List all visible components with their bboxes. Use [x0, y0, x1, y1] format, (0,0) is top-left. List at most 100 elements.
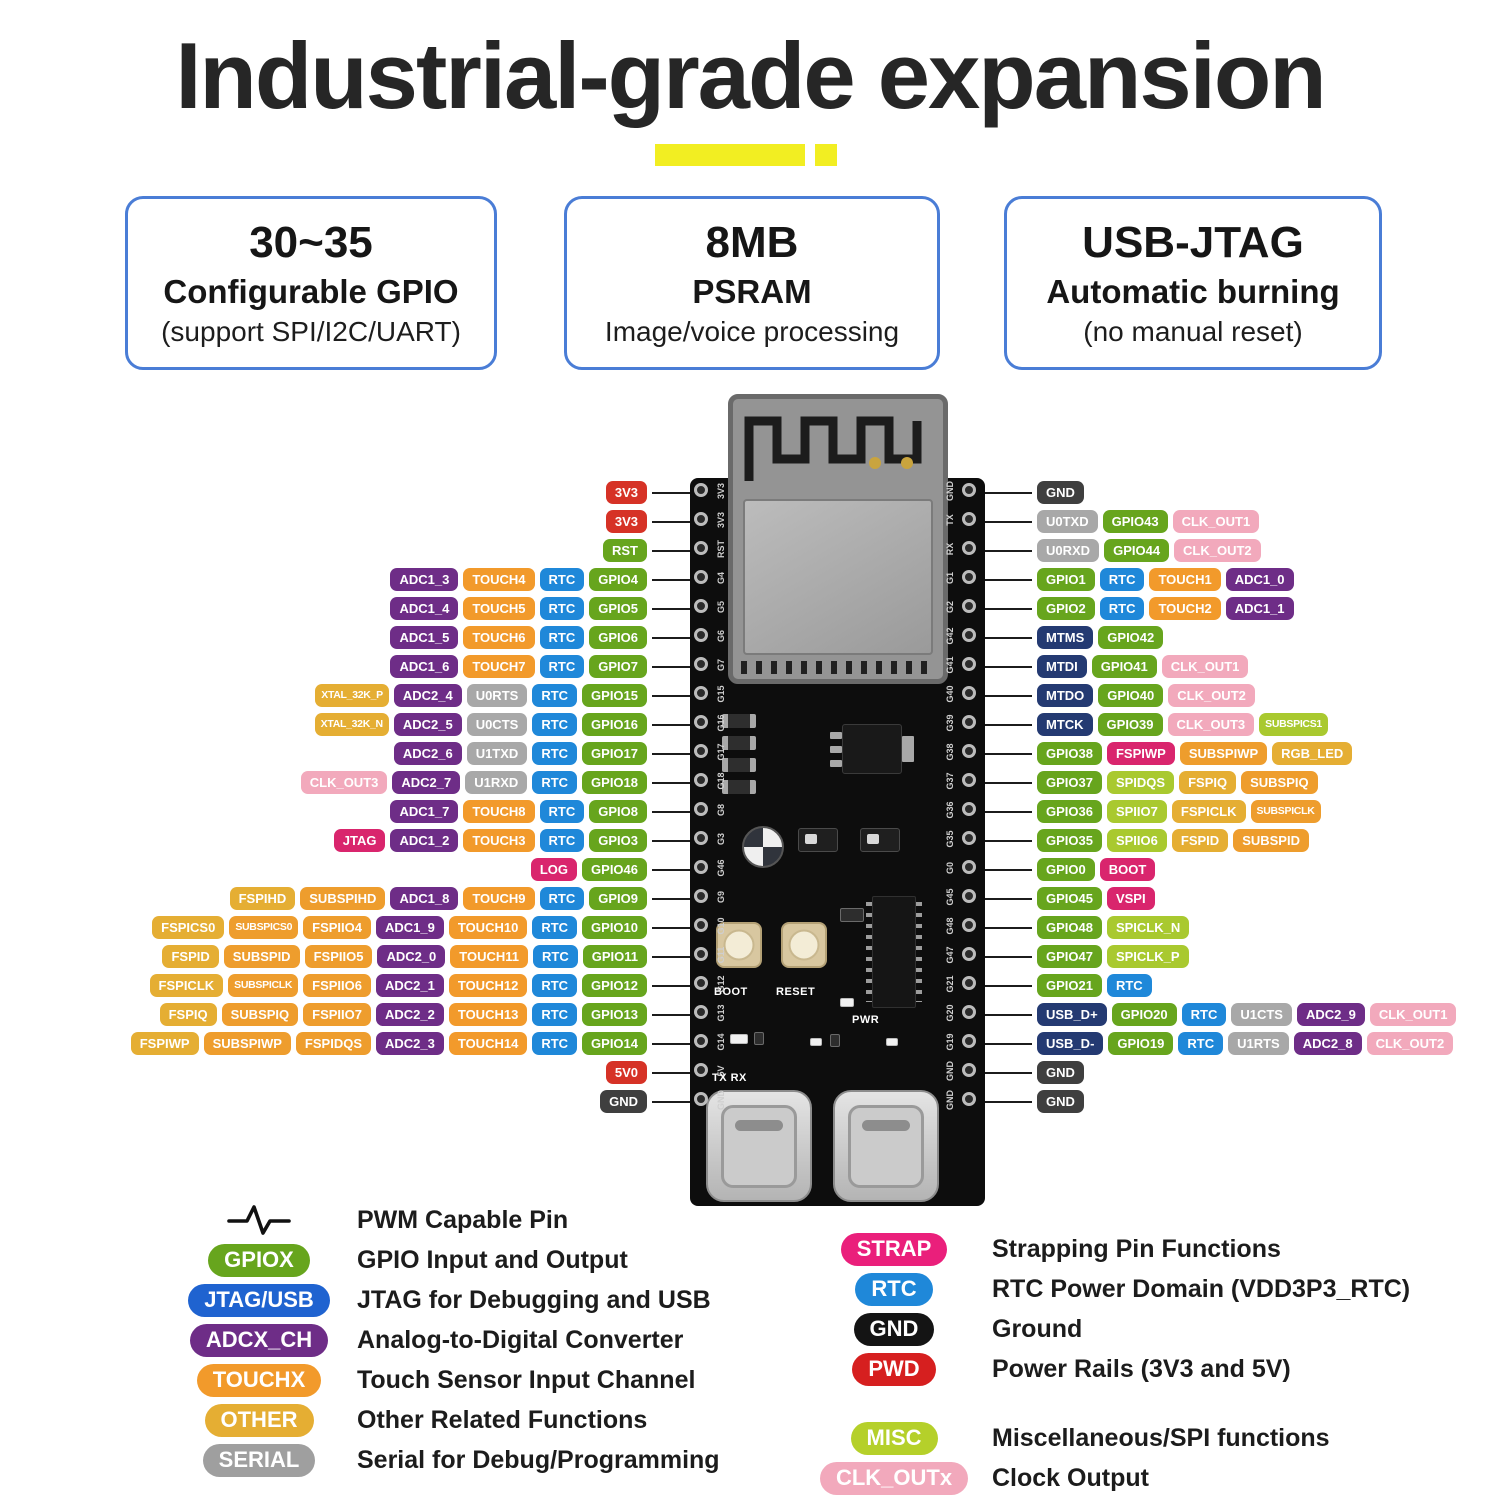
pin-wire [652, 897, 704, 900]
feature-box-psram: 8MB PSRAM Image/voice processing [564, 196, 940, 370]
pin-badge-subspiq: SUBSPIQ [221, 1003, 299, 1026]
pin-badge-gnd: GND [1037, 481, 1084, 504]
pin-wire [968, 549, 1032, 552]
pin-badge-fspidqs: FSPIDQS [295, 1032, 371, 1055]
pin-row-right-11: GPIO36 SPIIO7 FSPICLK SUBSPICLK [968, 800, 1321, 823]
pin-badge-fspiq: FSPIQ [1179, 771, 1237, 794]
capacitor [754, 1032, 764, 1045]
pin-badge-adc2-9: ADC2_9 [1296, 1003, 1365, 1026]
legend-badge: MISC [850, 1421, 938, 1455]
pin-row-left-19: FSPIWP SUBSPIWP FSPIDQS ADC2_3 TOUCH14 RTC GPI… [130, 1032, 704, 1055]
pin-badge-rtc: RTC [532, 916, 578, 939]
pin-wire [652, 810, 704, 813]
legend-badge-cell: STRAP [818, 1232, 970, 1266]
regulator-leg [830, 732, 842, 739]
pin-badge-xtal-32k-n: XTAL_32K_N [314, 713, 389, 736]
regulator-tab [902, 736, 914, 762]
title-accent-bar [655, 144, 805, 166]
legend-badge-cell: JTAG/USB [183, 1283, 335, 1317]
legend-right-column: STRAP Strapping Pin Functions RTC RTC Power… [818, 1232, 1410, 1501]
usb-c-slot [862, 1120, 910, 1131]
pin-badge-fspiwp: FSPIWP [130, 1032, 199, 1055]
pin-badge-touch10: TOUCH10 [448, 916, 528, 939]
pin-wire [968, 636, 1032, 639]
legend-badge: TOUCHX [196, 1363, 322, 1397]
feature-box-usbjtag: USB-JTAG Automatic burning (no manual re… [1004, 196, 1382, 370]
pin-wire [968, 578, 1032, 581]
pin-badge-gpio36: GPIO36 [1037, 800, 1102, 823]
legend-label: Analog-to-Digital Converter [357, 1325, 684, 1354]
smd-component [722, 736, 756, 750]
brand-logo [742, 826, 784, 868]
pin-badge-touch14: TOUCH14 [448, 1032, 528, 1055]
pin-badge-rtc: RTC [532, 1003, 578, 1026]
pin-wire [968, 520, 1032, 523]
pin-badge-rtc: RTC [532, 974, 578, 997]
pin-badge-gpio1: GPIO1 [1037, 568, 1095, 591]
pin-badge-adc2-0: ADC2_0 [377, 945, 446, 968]
module-test-dot [869, 457, 881, 469]
pin-row-right-1: U0TXD GPIO43 CLK_OUT1 [968, 510, 1260, 533]
pin-badge-u0txd: U0TXD [1037, 510, 1098, 533]
pin-badge-usb-d-: USB_D+ [1037, 1003, 1107, 1026]
pin-badge-u1txd: U1TXD [466, 742, 528, 765]
pin-wire [968, 810, 1032, 813]
pin-wire [652, 723, 704, 726]
pin-badge-fspid: FSPID [1171, 829, 1229, 852]
pin-badge-spidqs: SPIDQS [1106, 771, 1175, 794]
feature-psram-note: Image/voice processing [604, 316, 900, 347]
pin-row-right-7: MTDO GPIO40 CLK_OUT2 [968, 684, 1255, 707]
feature-psram-subtitle: PSRAM [692, 273, 812, 310]
pin-row-left-8: XTAL_32K_N ADC2_5 U0CTS RTC GPIO16 [314, 713, 704, 736]
pin-badge-gpio44: GPIO44 [1104, 539, 1170, 562]
pin-badge-gpio20: GPIO20 [1111, 1003, 1177, 1026]
pin-wire [968, 955, 1032, 958]
pin-badge-boot: BOOT [1099, 858, 1156, 881]
legend-item-jtag-usb: JTAG/USB JTAG for Debugging and USB [183, 1283, 720, 1317]
legend-badge: PWD [852, 1352, 936, 1386]
pin-badge-mtdo: MTDO [1037, 684, 1094, 707]
pin-badge-subspid: SUBSPID [223, 945, 300, 968]
smd-component [722, 714, 756, 728]
pin-badge-clk-out2: CLK_OUT2 [1174, 539, 1261, 562]
pin-row-left-11: ADC1_7 TOUCH8 RTC GPIO8 [390, 800, 704, 823]
pin-badge-gpio11: GPIO11 [582, 945, 647, 968]
pin-badge-clk-out1: CLK_OUT1 [1161, 655, 1249, 678]
pin-wire [652, 1042, 704, 1045]
legend-badge-cell: TOUCHX [183, 1363, 335, 1397]
legend-badge-cell: GND [818, 1312, 970, 1346]
pin-row-right-15: GPIO48 SPICLK_N [968, 916, 1190, 939]
pin-badge-subspid: SUBSPID [1233, 829, 1309, 852]
pin-badge-gpio37: GPIO37 [1037, 771, 1102, 794]
legend-badge: OTHER [204, 1403, 314, 1437]
capacitor [840, 908, 864, 922]
pin-badge-touch6: TOUCH6 [463, 626, 535, 649]
pin-badge-rgb-led: RGB_LED [1272, 742, 1353, 765]
pin-wire [652, 839, 704, 842]
pin-badge-gpio41: GPIO41 [1091, 655, 1157, 678]
legend-badge-cell: MISC [818, 1421, 970, 1455]
pin-badge-fspiq: FSPIQ [159, 1003, 217, 1026]
pin-row-right-20: GND [968, 1061, 1084, 1084]
pin-badge-gpio48: GPIO48 [1037, 916, 1102, 939]
page-title: Industrial-grade expansion [175, 23, 1326, 128]
pin-wire [652, 665, 704, 668]
legend-item-gnd: GND Ground [818, 1312, 1410, 1346]
pin-row-right-18: USB_D+ GPIO20 RTC U1CTS ADC2_9 CLK_OUT1 [968, 1003, 1457, 1026]
feature-box-gpio: 30~35 Configurable GPIO (support SPI/I2C… [125, 196, 497, 370]
feature-gpio-headline: 30~35 [249, 218, 373, 267]
smd-component [722, 758, 756, 772]
pin-row-left-15: FSPICS0 SUBSPICS0 FSPIIO4 ADC1_9 TOUCH10 RTC G… [152, 916, 704, 939]
pin-badge-rtc: RTC [539, 655, 585, 678]
pwm-waveform-icon [227, 1205, 291, 1235]
legend-item-strap: STRAP Strapping Pin Functions [818, 1232, 1410, 1266]
pin-badge-gnd: GND [1037, 1061, 1084, 1084]
pin-badge-touch13: TOUCH13 [448, 1003, 528, 1026]
pin-badge-gpio39: GPIO39 [1097, 713, 1163, 736]
pin-badge-u1cts: U1CTS [1231, 1003, 1292, 1026]
pin-badge-touch11: TOUCH11 [450, 945, 529, 968]
pin-badge-spiio6: SPIIO6 [1106, 829, 1167, 852]
legend-label: JTAG for Debugging and USB [357, 1285, 711, 1314]
pin-row-left-10: CLK_OUT3 ADC2_7 U1RXD RTC GPIO18 [300, 771, 704, 794]
pin-wire [652, 984, 704, 987]
